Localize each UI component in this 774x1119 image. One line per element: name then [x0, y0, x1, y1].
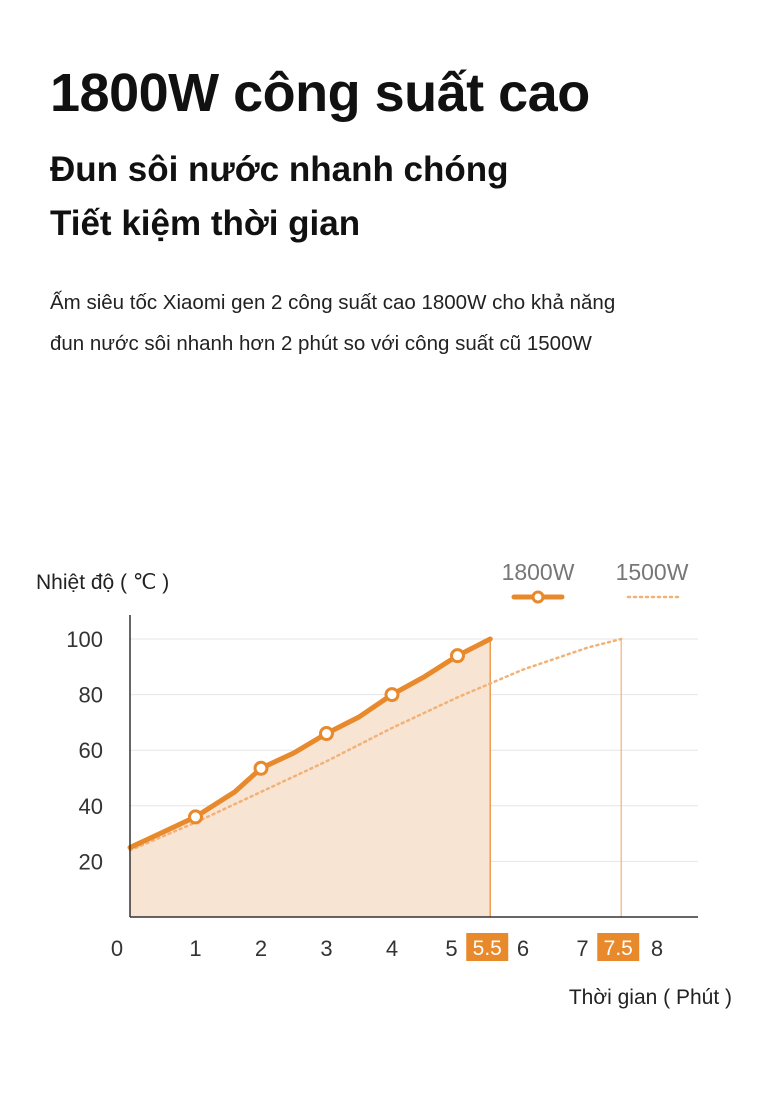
series-1800w-marker — [384, 687, 400, 703]
x-tick-label: 4 — [386, 936, 398, 961]
subheadline-save-time: Tiết kiệm thời gian — [50, 204, 361, 243]
y-tick-label: 60 — [79, 738, 103, 763]
subheadline-fast-boil: Đun sôi nước nhanh chóng — [50, 150, 509, 189]
x-axis-title: Thời gian ( Phút ) — [569, 986, 732, 1009]
temperature-time-chart: 20 40 60 80 100 0 1 2 3 4 5 6 7 8 5.5 7.5 Nhiệt độ ( ℃ )… — [36, 559, 732, 1009]
description-line-1: Ấm siêu tốc Xiaomi gen 2 công suất cao 1… — [50, 291, 616, 314]
x-tick-label: 0 — [111, 936, 123, 961]
highlight-tick-label: 5.5 — [473, 937, 502, 960]
x-tick-label: 5 — [445, 936, 457, 961]
y-tick-label: 20 — [79, 849, 103, 874]
x-tick-label: 8 — [651, 936, 663, 961]
series-1800w-marker — [253, 760, 269, 776]
highlight-tick-box — [466, 933, 509, 961]
y-axis-title: Nhiệt độ ( ℃ ) — [36, 571, 169, 594]
series-1800w-marker — [319, 726, 334, 742]
x-tick-label: 7 — [576, 936, 588, 961]
x-tick-label: 2 — [255, 936, 267, 961]
x-tick-label: 1 — [189, 936, 201, 961]
legend-marker-1800w — [531, 590, 545, 604]
highlight-tick-label: 7.5 — [604, 937, 633, 960]
series-1800w-marker — [188, 809, 203, 825]
series-1800w-area — [130, 639, 491, 917]
headline: 1800W công suất cao — [50, 63, 590, 123]
y-tick-label: 80 — [79, 683, 103, 708]
x-tick-label: 3 — [320, 936, 332, 961]
y-tick-label: 40 — [79, 794, 103, 819]
series-1800w-marker — [450, 648, 465, 664]
y-tick-label: 100 — [66, 627, 103, 652]
series-1500w-line — [128, 637, 623, 852]
description-line-2: đun nước sôi nhanh hơn 2 phút so với côn… — [50, 332, 592, 355]
legend-label-1500w: 1500W — [616, 559, 689, 585]
legend-label-1800w: 1800W — [502, 559, 575, 585]
x-tick-label: 6 — [517, 936, 529, 961]
highlight-tick-box — [597, 933, 640, 961]
